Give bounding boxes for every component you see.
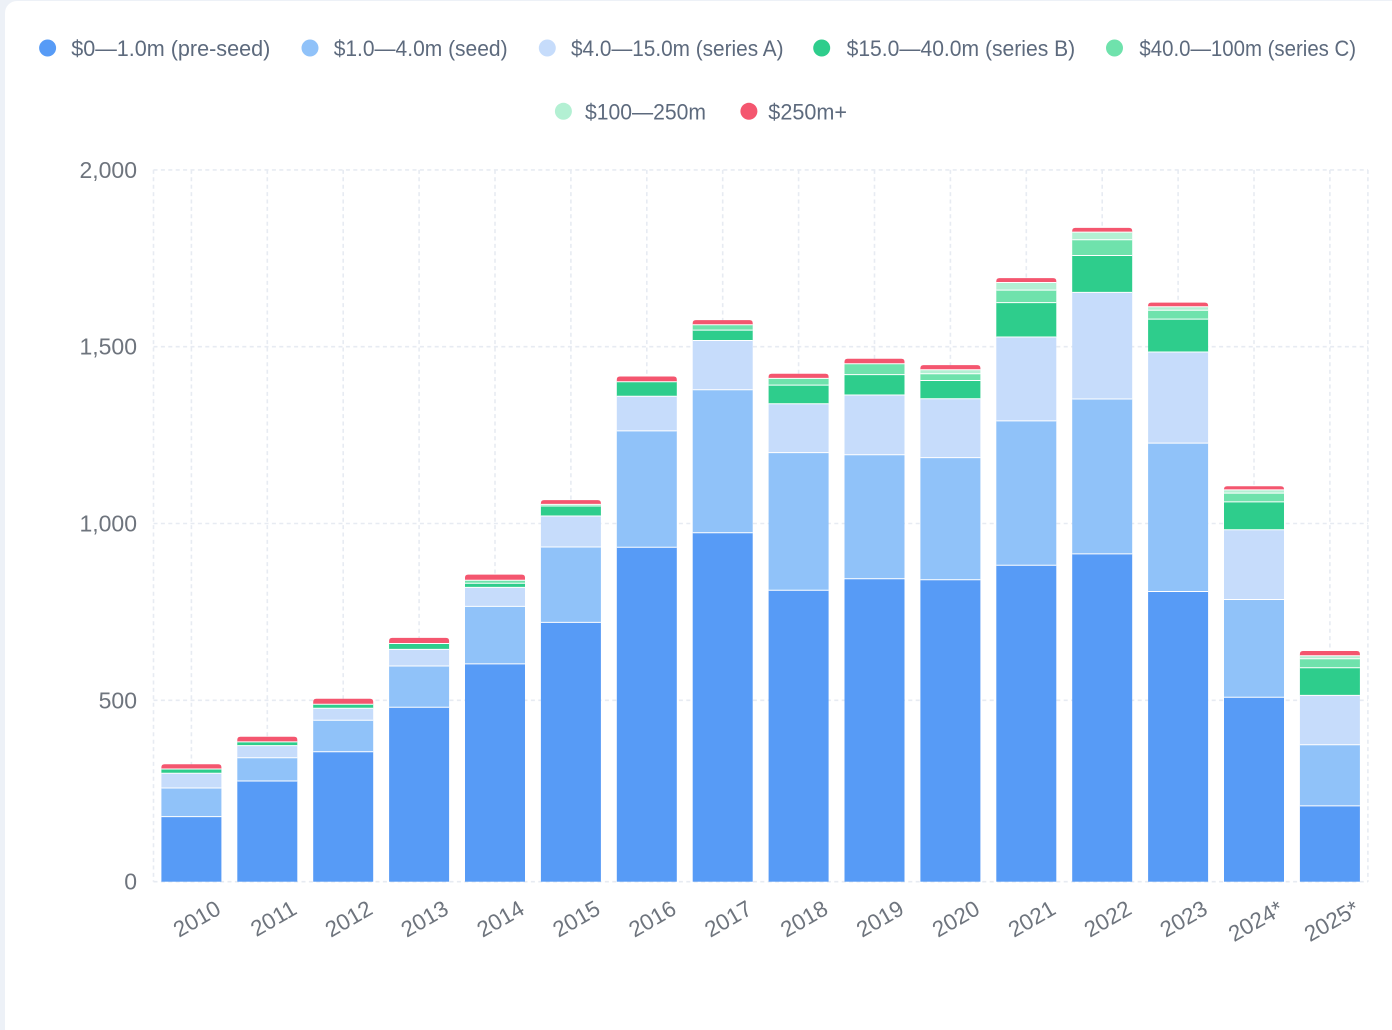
- svg-text:$0—1.0m (pre-seed): $0—1.0m (pre-seed): [71, 36, 270, 61]
- svg-text:0: 0: [124, 869, 137, 895]
- svg-text:$4.0—15.0m (series A): $4.0—15.0m (series A): [571, 36, 784, 61]
- svg-text:$15.0—40.0m (series B): $15.0—40.0m (series B): [847, 36, 1076, 61]
- svg-text:2,000: 2,000: [79, 157, 137, 183]
- svg-text:$1.0—4.0m (seed): $1.0—4.0m (seed): [334, 36, 508, 61]
- svg-text:$250m+: $250m+: [768, 99, 847, 124]
- svg-text:500: 500: [99, 687, 137, 713]
- svg-text:$100—250m: $100—250m: [585, 99, 706, 124]
- svg-text:$40.0—100m (series C): $40.0—100m (series C): [1139, 36, 1356, 61]
- svg-text:1,500: 1,500: [79, 334, 137, 360]
- svg-text:1,000: 1,000: [79, 511, 137, 537]
